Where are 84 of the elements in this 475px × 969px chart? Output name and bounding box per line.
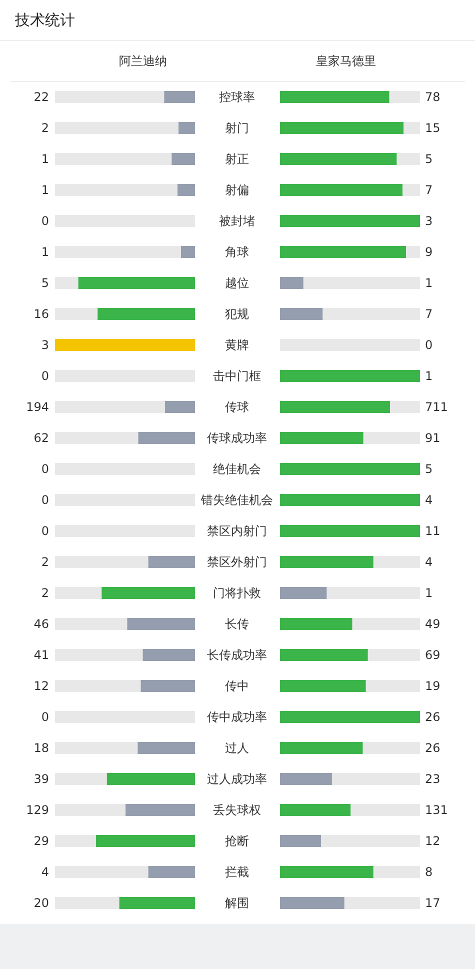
data-label: 5 [425, 152, 433, 166]
category-label: 控球率 [219, 90, 255, 104]
data-label: 4 [41, 865, 49, 879]
text: 皇家马德里 [316, 54, 376, 68]
category-label: 长传成功率 [207, 648, 267, 662]
category-label: 射偏 [225, 183, 249, 197]
text: 阿兰迪纳 [119, 54, 167, 68]
category-label: 犯规 [225, 307, 249, 321]
category-label: 传球 [225, 400, 249, 414]
data-label: 29 [34, 834, 49, 848]
data-label: 1 [425, 369, 433, 383]
category-label: 解围 [225, 896, 249, 910]
data-label: 9 [425, 245, 433, 259]
data-label: 15 [425, 121, 440, 135]
category-label: 抢断 [225, 834, 249, 848]
data-label: 1 [425, 586, 433, 600]
data-label: 0 [41, 462, 49, 476]
data-label: 1 [41, 183, 49, 197]
category-label: 角球 [225, 245, 249, 259]
data-label: 711 [425, 400, 448, 414]
data-label: 1 [425, 276, 433, 290]
category-label: 被封堵 [219, 214, 255, 228]
category-label: 禁区内射门 [207, 524, 267, 538]
category-label: 过人成功率 [207, 772, 267, 786]
category-label: 传中成功率 [207, 710, 267, 724]
data-label: 1 [41, 152, 49, 166]
data-label: 49 [425, 617, 440, 631]
data-label: 0 [41, 214, 49, 228]
category-label: 拦截 [225, 865, 249, 879]
category-label: 门将扑救 [213, 586, 261, 600]
data-label: 17 [425, 896, 440, 910]
category-label: 错失绝佳机会 [200, 493, 273, 507]
data-label: 2 [41, 555, 49, 569]
data-label: 23 [425, 772, 440, 786]
data-label: 0 [425, 338, 433, 352]
category-label: 黄牌 [225, 338, 249, 352]
text: 技术统计 [14, 11, 75, 29]
data-label: 129 [26, 803, 49, 817]
data-label: 0 [41, 524, 49, 538]
data-label: 0 [41, 710, 49, 724]
data-label: 12 [34, 679, 49, 693]
data-label: 41 [34, 648, 49, 662]
data-label: 4 [425, 555, 433, 569]
category-label: 传球成功率 [207, 431, 267, 445]
data-label: 16 [34, 307, 49, 321]
data-label: 0 [41, 493, 49, 507]
data-label: 19 [425, 679, 440, 693]
data-label: 62 [34, 431, 49, 445]
data-label: 22 [34, 90, 49, 104]
data-label: 69 [425, 648, 440, 662]
data-label: 5 [41, 276, 49, 290]
data-label: 3 [41, 338, 49, 352]
data-label: 7 [425, 307, 433, 321]
data-label: 20 [34, 896, 49, 910]
category-label: 射门 [225, 121, 249, 135]
category-label: 长传 [225, 617, 249, 631]
category-label: 丢失球权 [213, 803, 261, 817]
data-label: 46 [34, 617, 49, 631]
data-label: 131 [425, 803, 448, 817]
category-label: 越位 [225, 276, 249, 290]
category-label: 绝佳机会 [213, 462, 261, 476]
data-label: 2 [41, 586, 49, 600]
data-label: 4 [425, 493, 433, 507]
category-label: 传中 [225, 679, 249, 693]
data-label: 5 [425, 462, 433, 476]
data-label: 91 [425, 431, 440, 445]
data-label: 26 [425, 710, 440, 724]
data-label: 18 [34, 741, 49, 755]
data-label: 2 [41, 121, 49, 135]
data-label: 1 [41, 245, 49, 259]
data-label: 12 [425, 834, 440, 848]
category-label: 禁区外射门 [207, 555, 267, 569]
data-label: 26 [425, 741, 440, 755]
data-label: 194 [26, 400, 49, 414]
data-label: 8 [425, 865, 433, 879]
data-label: 39 [34, 772, 49, 786]
category-label: 击中门框 [213, 369, 261, 383]
data-label: 0 [41, 369, 49, 383]
data-label: 11 [425, 524, 440, 538]
data-label: 3 [425, 214, 433, 228]
category-label: 射正 [225, 152, 249, 166]
category-label: 过人 [225, 741, 249, 755]
data-label: 78 [425, 90, 440, 104]
data-label: 7 [425, 183, 433, 197]
